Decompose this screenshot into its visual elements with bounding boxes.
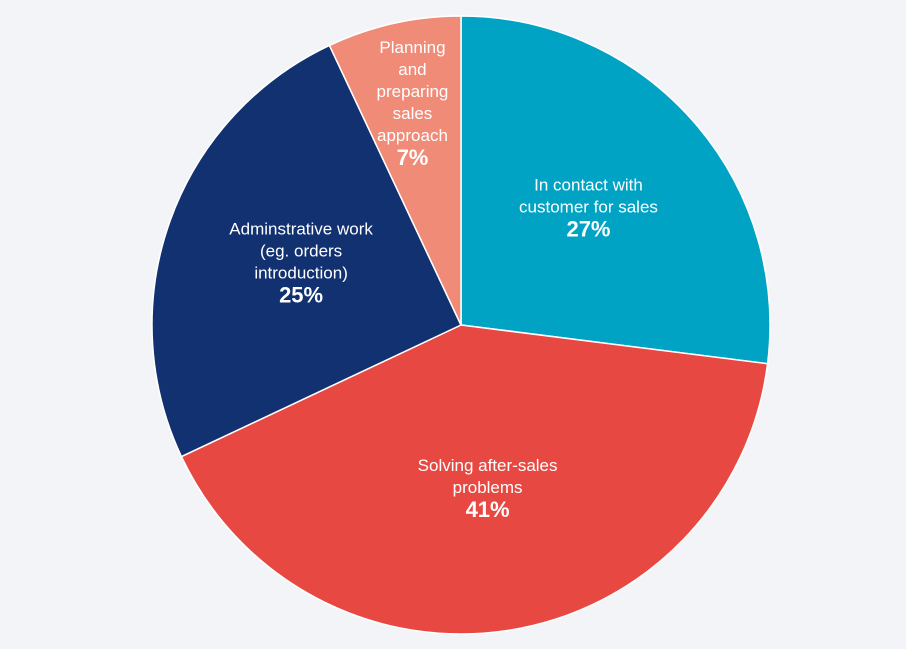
slice-label: Planning and preparing sales approach <box>377 38 449 145</box>
pie-slice <box>328 15 462 326</box>
slice-label: Adminstrative work (eg. orders introductio… <box>229 219 373 282</box>
value-label: 7% <box>397 145 429 170</box>
value-label: 41% <box>466 497 510 522</box>
value-label: 25% <box>279 282 323 307</box>
slice-label: Solving after-sales problems <box>418 456 558 497</box>
pie-slice <box>180 324 769 635</box>
slice-label: In contact with customer for sales <box>519 176 658 217</box>
pie-slice <box>460 15 771 365</box>
pie-slice <box>151 44 462 458</box>
value-label: 27% <box>566 217 610 242</box>
